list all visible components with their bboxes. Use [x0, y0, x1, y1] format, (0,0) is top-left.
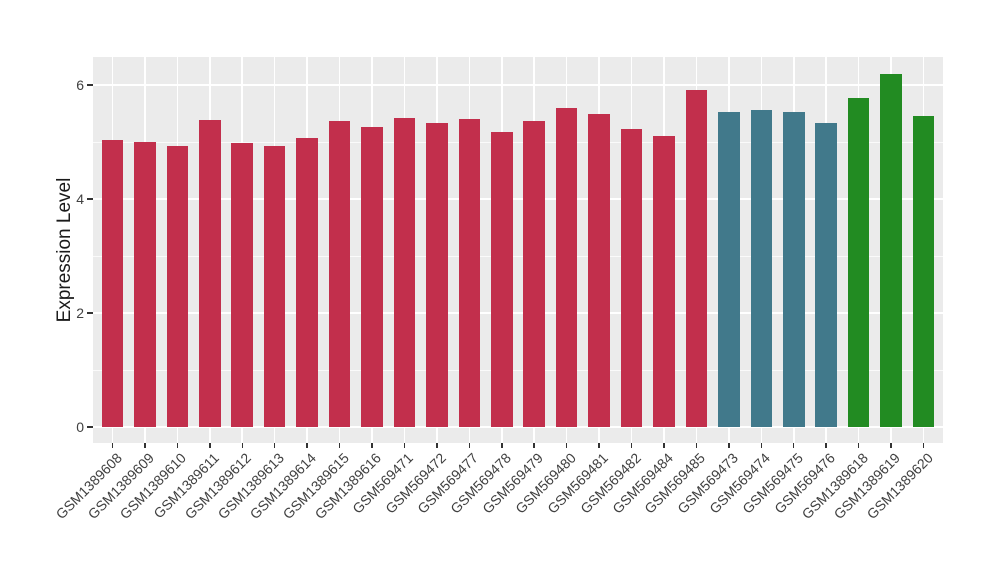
bar — [653, 135, 675, 427]
bar — [101, 139, 124, 427]
bar — [166, 145, 189, 427]
x-tick-mark — [565, 443, 568, 448]
x-tick-mark — [111, 443, 114, 448]
bar — [620, 128, 643, 427]
x-tick-mark — [533, 443, 535, 448]
bar — [361, 126, 383, 427]
x-tick-mark — [403, 443, 406, 448]
y-tick-label: 0 — [76, 419, 84, 435]
x-tick-mark — [241, 443, 243, 448]
x-tick-mark — [306, 443, 308, 448]
bar — [523, 120, 545, 427]
bar — [782, 111, 805, 427]
bar — [393, 118, 416, 427]
x-tick-mark — [501, 443, 503, 448]
y-tick-mark — [87, 312, 93, 314]
gridline-major — [93, 84, 943, 86]
bar — [847, 98, 870, 427]
gridline-minor — [93, 255, 943, 257]
bar — [426, 122, 448, 427]
x-tick-mark — [792, 443, 795, 448]
x-tick-mark — [468, 443, 471, 448]
bar — [328, 121, 351, 427]
plot-panel — [93, 57, 943, 443]
gridline-minor — [93, 369, 943, 371]
bar — [263, 145, 286, 427]
bar — [296, 138, 318, 427]
y-tick-label: 6 — [76, 77, 84, 93]
bar — [685, 89, 708, 427]
x-tick-mark — [371, 443, 373, 448]
bar — [458, 119, 481, 427]
bar — [231, 142, 254, 427]
x-tick-mark — [598, 443, 600, 448]
gridline-major — [93, 312, 943, 314]
bar — [490, 131, 513, 427]
x-tick-mark — [144, 443, 146, 448]
bar — [588, 113, 610, 427]
bar — [750, 110, 773, 427]
bar — [199, 119, 221, 427]
x-tick-mark — [338, 443, 341, 448]
bar — [555, 108, 578, 427]
x-tick-mark — [663, 443, 665, 448]
x-tick-mark — [436, 443, 438, 448]
x-tick-mark — [209, 443, 211, 448]
x-tick-mark — [728, 443, 730, 448]
y-tick-mark — [87, 198, 93, 200]
bar — [718, 111, 740, 427]
bar — [134, 142, 156, 427]
x-tick-mark — [273, 443, 276, 448]
gridline-major — [93, 198, 943, 200]
x-tick-mark — [825, 443, 827, 448]
x-tick-mark — [760, 443, 763, 448]
bar — [912, 115, 935, 427]
x-tick-mark — [922, 443, 925, 448]
x-tick-mark — [695, 443, 698, 448]
gridline-minor — [93, 141, 943, 143]
y-tick-mark — [87, 426, 93, 428]
bar — [815, 123, 837, 427]
bar — [880, 74, 902, 427]
y-tick-label: 2 — [76, 305, 84, 321]
y-tick-mark — [87, 84, 93, 86]
gridline-major — [93, 426, 943, 428]
x-tick-mark — [890, 443, 892, 448]
x-tick-mark — [630, 443, 633, 448]
y-axis-title: Expression Level — [54, 177, 75, 323]
y-tick-label: 4 — [76, 191, 84, 207]
x-tick-mark — [857, 443, 860, 448]
x-tick-mark — [176, 443, 179, 448]
